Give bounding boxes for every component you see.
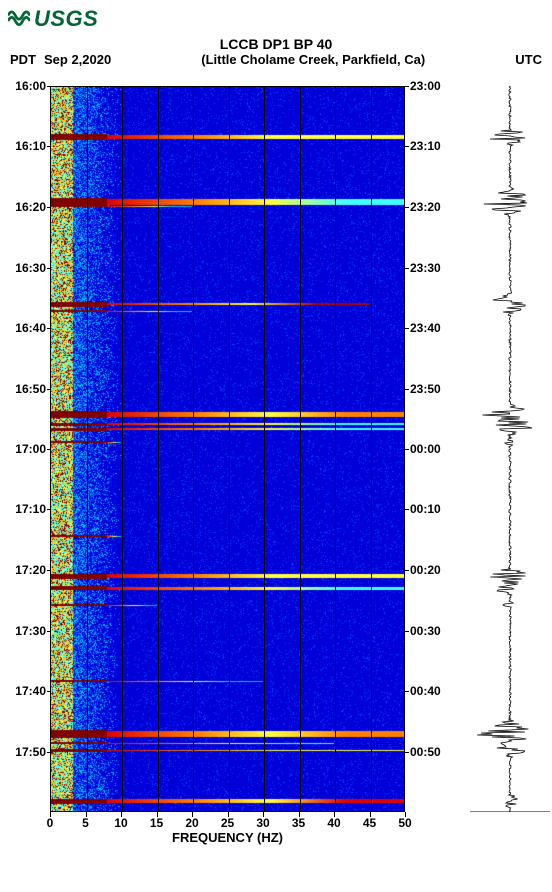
ytick-right: 00:10 [410, 502, 441, 516]
xtick: 35 [292, 816, 305, 830]
ytick-left: 17:00 [15, 442, 46, 456]
ytick-left: 16:50 [15, 382, 46, 396]
ytick-right: 23:20 [410, 200, 441, 214]
ytick-right: 00:40 [410, 684, 441, 698]
axis-left-pdt: 16:0016:1016:2016:3016:4016:5017:0017:10… [0, 86, 48, 812]
ytick-left: 16:00 [15, 79, 46, 93]
ytick-left: 16:30 [15, 261, 46, 275]
ytick-right: 00:30 [410, 624, 441, 638]
xtick: 20 [185, 816, 198, 830]
ytick-right: 23:10 [410, 139, 441, 153]
xtick: 15 [150, 816, 163, 830]
ytick-right: 23:40 [410, 321, 441, 335]
ytick-left: 16:40 [15, 321, 46, 335]
chart-title: LCCB DP1 BP 40 [0, 36, 552, 52]
logo-text: USGS [34, 6, 98, 32]
xtick: 10 [114, 816, 127, 830]
subtitle-center: (Little Cholame Creek, Parkfield, Ca) [111, 52, 515, 67]
xtick: 50 [398, 816, 411, 830]
ytick-right: 00:00 [410, 442, 441, 456]
ytick-left: 17:50 [15, 745, 46, 759]
ytick-left: 17:10 [15, 502, 46, 516]
xtick: 40 [327, 816, 340, 830]
subtitle-right: UTC [515, 52, 542, 67]
spectrogram-canvas [50, 86, 405, 812]
xtick: 5 [82, 816, 89, 830]
subtitle-left: PDT [10, 52, 36, 67]
ytick-left: 17:20 [15, 563, 46, 577]
ytick-right: 23:50 [410, 382, 441, 396]
ytick-right: 00:50 [410, 745, 441, 759]
xtick: 25 [221, 816, 234, 830]
spectrogram-plot [50, 86, 405, 812]
subtitle-date: Sep 2,2020 [44, 52, 111, 67]
chart-subtitle: PDT Sep 2,2020 (Little Cholame Creek, Pa… [10, 52, 542, 67]
x-axis-label: FREQUENCY (HZ) [50, 830, 405, 845]
xtick: 0 [47, 816, 54, 830]
xtick: 45 [363, 816, 376, 830]
ytick-right: 23:30 [410, 261, 441, 275]
ytick-left: 16:10 [15, 139, 46, 153]
ytick-left: 17:40 [15, 684, 46, 698]
axis-right-utc: 23:0023:1023:2023:3023:4023:5000:0000:10… [408, 86, 456, 812]
ytick-right: 23:00 [410, 79, 441, 93]
wave-icon [8, 10, 30, 28]
xtick: 30 [256, 816, 269, 830]
ytick-left: 16:20 [15, 200, 46, 214]
ytick-left: 17:30 [15, 624, 46, 638]
ytick-right: 00:20 [410, 563, 441, 577]
seismogram-trace [470, 86, 550, 812]
usgs-logo: USGS [8, 6, 98, 32]
